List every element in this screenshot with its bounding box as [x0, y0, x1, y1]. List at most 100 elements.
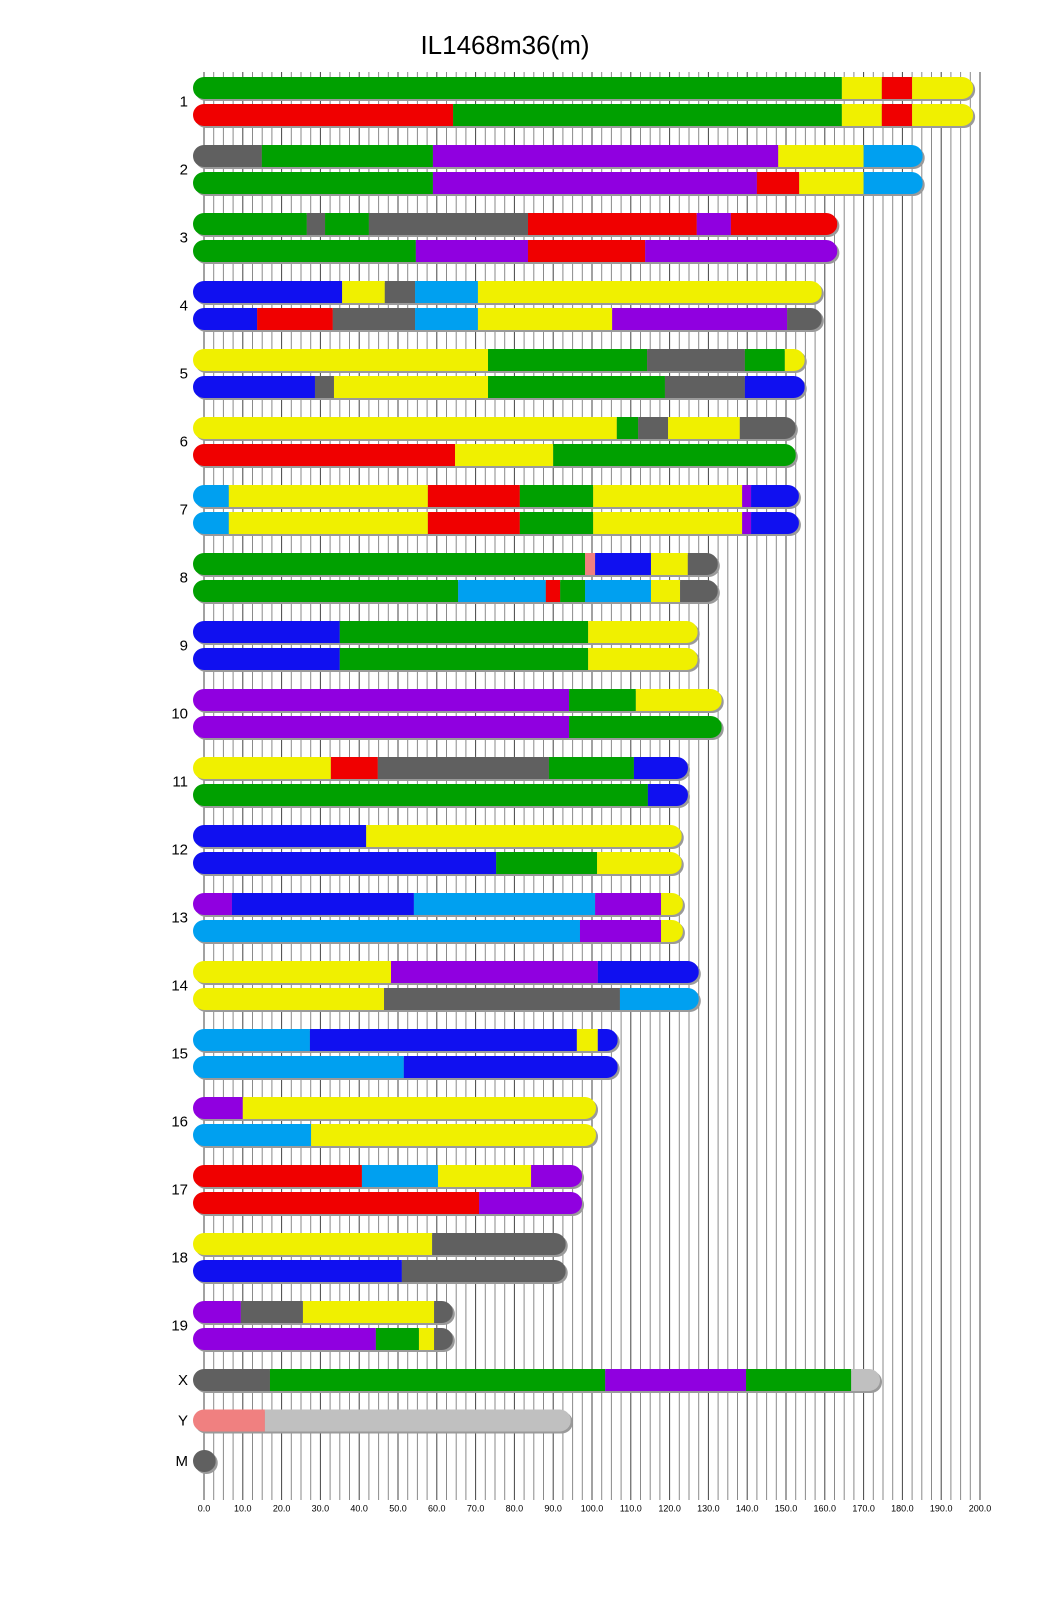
haplotype: [193, 784, 688, 806]
x-tick-label: 90.0: [544, 1503, 562, 1513]
x-tick-label: 180.0: [891, 1503, 914, 1513]
chromosome-label: 6: [180, 433, 188, 450]
segment: [193, 485, 229, 507]
segment: [579, 920, 662, 942]
segment: [193, 1124, 312, 1146]
segment: [553, 444, 796, 466]
chromosome-label: Y: [178, 1412, 188, 1429]
segment: [193, 308, 258, 330]
segment: [193, 376, 315, 398]
x-tick-label: 40.0: [350, 1503, 368, 1513]
haplotype: [193, 689, 722, 711]
chromosome: 15: [171, 1029, 620, 1080]
haplotype: [193, 1124, 597, 1146]
segment: [193, 689, 570, 711]
segment: [619, 988, 699, 1010]
x-tick-label: 20.0: [273, 1503, 291, 1513]
chromosome-label: 12: [171, 841, 188, 858]
segment: [661, 893, 683, 915]
segment: [863, 172, 923, 194]
segment: [612, 308, 788, 330]
x-tick-label: 60.0: [428, 1503, 446, 1513]
segment: [739, 417, 796, 439]
chromosome: 4: [180, 281, 824, 332]
x-tick-label: 0.0: [198, 1503, 211, 1513]
segment: [453, 104, 842, 126]
chromosome: 6: [180, 417, 798, 468]
segment: [193, 580, 459, 602]
chromosome-label: 17: [171, 1181, 188, 1198]
segment: [193, 1233, 433, 1255]
segment: [605, 1369, 747, 1391]
segment: [384, 281, 416, 303]
segment: [664, 376, 745, 398]
segment: [477, 281, 822, 303]
segment: [696, 213, 731, 235]
segment: [193, 621, 340, 643]
segment: [193, 213, 307, 235]
segment: [228, 512, 428, 534]
segment: [193, 825, 367, 847]
segment: [366, 825, 682, 847]
haplotype: [193, 716, 722, 738]
segment: [597, 852, 682, 874]
haplotype: [193, 444, 796, 466]
chromosome-label: 15: [171, 1045, 188, 1062]
segment: [531, 1165, 583, 1187]
segment: [193, 512, 229, 534]
segment: [756, 172, 800, 194]
haplotype: [193, 1260, 566, 1282]
haplotype: [193, 1328, 453, 1350]
chromosome: 5: [180, 349, 807, 400]
haplotype: [193, 553, 718, 575]
segment: [742, 512, 752, 534]
x-tick-label: 120.0: [658, 1503, 681, 1513]
haplotype: [193, 648, 698, 670]
haplotype: [193, 77, 974, 99]
segment: [650, 553, 688, 575]
segment: [432, 145, 779, 167]
segment: [401, 1260, 566, 1282]
segment: [881, 77, 913, 99]
chromosome-label: 1: [180, 93, 188, 110]
segment: [302, 1301, 435, 1323]
segment: [193, 145, 262, 167]
chromosome: 19: [171, 1301, 455, 1352]
segment: [193, 281, 343, 303]
haplotype: [193, 1369, 881, 1391]
x-tick-label: 160.0: [814, 1503, 837, 1513]
segment: [519, 485, 594, 507]
segment: [193, 1097, 243, 1119]
segment: [527, 240, 646, 262]
segment: [413, 893, 596, 915]
segment: [527, 213, 697, 235]
segment: [193, 553, 586, 575]
segment: [403, 1056, 618, 1078]
chromosome: M: [176, 1450, 218, 1474]
segment: [881, 104, 913, 126]
segment: [519, 512, 594, 534]
segment: [325, 213, 369, 235]
haplotype: [193, 104, 974, 126]
x-tick-label: 190.0: [930, 1503, 953, 1513]
chromosome-label: 16: [171, 1113, 188, 1130]
segment: [339, 648, 589, 670]
haplotype: [193, 1029, 618, 1051]
segment: [744, 349, 785, 371]
chromosome-label: M: [176, 1453, 189, 1470]
chromosome: 3: [180, 213, 840, 264]
segment: [193, 1192, 480, 1214]
haplotype: [193, 757, 688, 779]
segment: [595, 893, 662, 915]
chromosome: 1: [180, 77, 976, 128]
haplotype: [193, 988, 699, 1010]
haplotype: [193, 825, 682, 847]
segment: [193, 349, 489, 371]
segment: [193, 444, 456, 466]
segment: [231, 893, 414, 915]
segment: [193, 716, 570, 738]
segment: [257, 308, 333, 330]
chromosome-label: 10: [171, 705, 188, 722]
segment: [242, 1097, 597, 1119]
haplotype: [193, 893, 683, 915]
